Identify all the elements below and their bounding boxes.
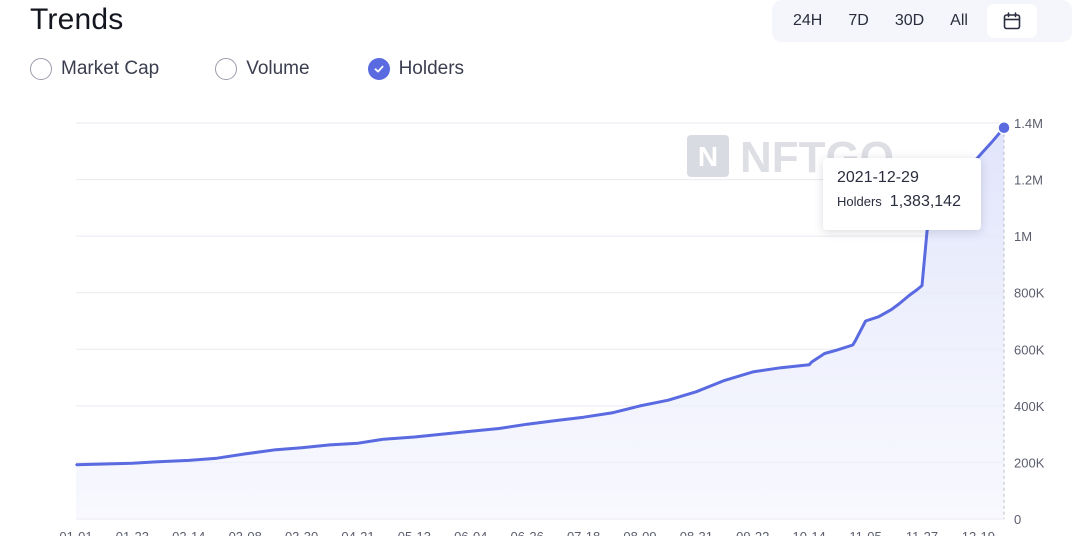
y-tick-label: 1M	[1014, 229, 1032, 244]
data-point	[413, 436, 416, 438]
x-tick-label: 10-14	[793, 529, 826, 536]
metric-volume[interactable]: Volume	[215, 58, 310, 80]
range-7d-button[interactable]: 7D	[848, 12, 869, 29]
highlight-point[interactable]	[997, 121, 1011, 135]
data-point	[836, 349, 839, 351]
x-tick-label: 04-21	[341, 529, 374, 536]
data-point	[98, 463, 100, 465]
data-point	[877, 315, 880, 318]
data-point	[898, 303, 900, 305]
x-tick-label: 08-31	[680, 529, 713, 536]
data-point	[854, 340, 857, 342]
page-title: Trends	[30, 3, 124, 36]
metric-selector: Market Cap Volume Holders	[30, 58, 520, 80]
y-tick-label: 800K	[1014, 286, 1045, 301]
tooltip-label: Holders	[837, 194, 882, 209]
data-point	[926, 229, 928, 232]
x-tick-label: 11-05	[849, 529, 881, 536]
x-tick-label: 11-27	[906, 529, 938, 536]
data-point	[554, 419, 557, 422]
data-point	[823, 352, 826, 355]
data-point	[808, 364, 810, 366]
x-tick-label: 02-14	[172, 529, 205, 536]
metric-label: Market Cap	[61, 58, 160, 79]
x-tick-label: 09-22	[736, 529, 769, 536]
chart-tooltip: 2021-12-29 Holders 1,383,142	[823, 158, 981, 230]
x-axis-ticks: 01-01 01-23 02-14 03-08 03-30 04-21 05-13 06-04…	[59, 529, 995, 541]
range-30d-button[interactable]: 30D	[894, 12, 925, 29]
y-axis-ticks: 0 200K 400K 600K 800K 1M 1.2M 1.4M	[1014, 116, 1045, 527]
data-point	[990, 142, 992, 144]
x-tick-label: 01-23	[116, 529, 149, 536]
data-point	[810, 361, 813, 363]
data-point	[131, 462, 134, 465]
y-tick-label: 0	[1014, 512, 1021, 527]
y-tick-label: 1.4M	[1014, 116, 1043, 131]
market-cap-radio[interactable]	[30, 58, 52, 80]
check-icon	[374, 65, 384, 73]
data-point	[275, 448, 277, 451]
data-point	[751, 371, 754, 373]
y-tick-label: 200K	[1014, 455, 1045, 470]
data-point	[977, 156, 980, 158]
data-point	[300, 446, 303, 449]
y-tick-label: 1.2M	[1014, 173, 1043, 188]
data-point	[780, 366, 782, 369]
data-point	[382, 438, 385, 441]
data-point	[695, 390, 698, 393]
x-tick-label: 01-01	[59, 529, 92, 536]
tooltip-date: 2021-12-29	[837, 169, 919, 186]
x-tick-label: 08-09	[623, 529, 656, 536]
x-tick-label: 06-26	[511, 529, 544, 536]
holders-area	[76, 127, 1004, 520]
data-point	[441, 433, 444, 435]
data-point	[610, 412, 613, 414]
x-tick-label: 03-30	[285, 529, 318, 536]
data-point	[890, 308, 893, 311]
data-point	[216, 457, 218, 459]
calendar-button[interactable]	[986, 4, 1037, 38]
data-point	[908, 294, 910, 297]
data-point	[498, 427, 500, 430]
data-point	[75, 463, 77, 466]
nftgo-logo-icon	[687, 135, 729, 177]
x-tick-label: 03-08	[229, 529, 262, 536]
data-point	[154, 461, 157, 463]
range-all-button[interactable]: All	[950, 12, 968, 29]
nftgo-logo-n-glyph: N	[698, 141, 718, 172]
holders-radio[interactable]	[367, 58, 390, 80]
data-points	[75, 126, 1005, 466]
metric-label: Volume	[246, 58, 310, 79]
data-point	[723, 379, 726, 382]
x-tick-label: 05-13	[398, 529, 431, 536]
range-24h-button[interactable]: 24H	[793, 12, 823, 29]
volume-radio[interactable]	[215, 58, 238, 80]
data-point	[526, 423, 528, 426]
data-point	[187, 459, 190, 462]
data-point	[916, 289, 918, 291]
y-tick-label: 400K	[1014, 399, 1045, 414]
x-tick-label: 12-19	[962, 529, 995, 536]
calendar-icon	[1003, 12, 1021, 30]
data-point	[469, 430, 472, 433]
metric-label: Holders	[398, 58, 465, 79]
data-point	[864, 320, 867, 322]
data-point	[328, 444, 331, 446]
x-tick-label: 06-04	[454, 529, 487, 536]
data-point	[667, 399, 669, 402]
y-tick-label: 600K	[1014, 342, 1045, 357]
data-point	[244, 453, 246, 455]
data-point	[582, 416, 585, 418]
data-point	[357, 442, 359, 444]
tooltip-value: 1,383,142	[889, 193, 961, 210]
data-point	[639, 405, 641, 407]
time-range-selector: 24H 7D 30D All	[772, 0, 1072, 42]
x-tick-label: 07-18	[567, 529, 600, 536]
metric-market-cap[interactable]: Market Cap	[30, 58, 159, 80]
data-point	[921, 284, 923, 287]
watermark: N NFTGO	[687, 133, 894, 182]
metric-holders[interactable]: Holders	[367, 58, 465, 80]
data-point	[851, 344, 854, 346]
